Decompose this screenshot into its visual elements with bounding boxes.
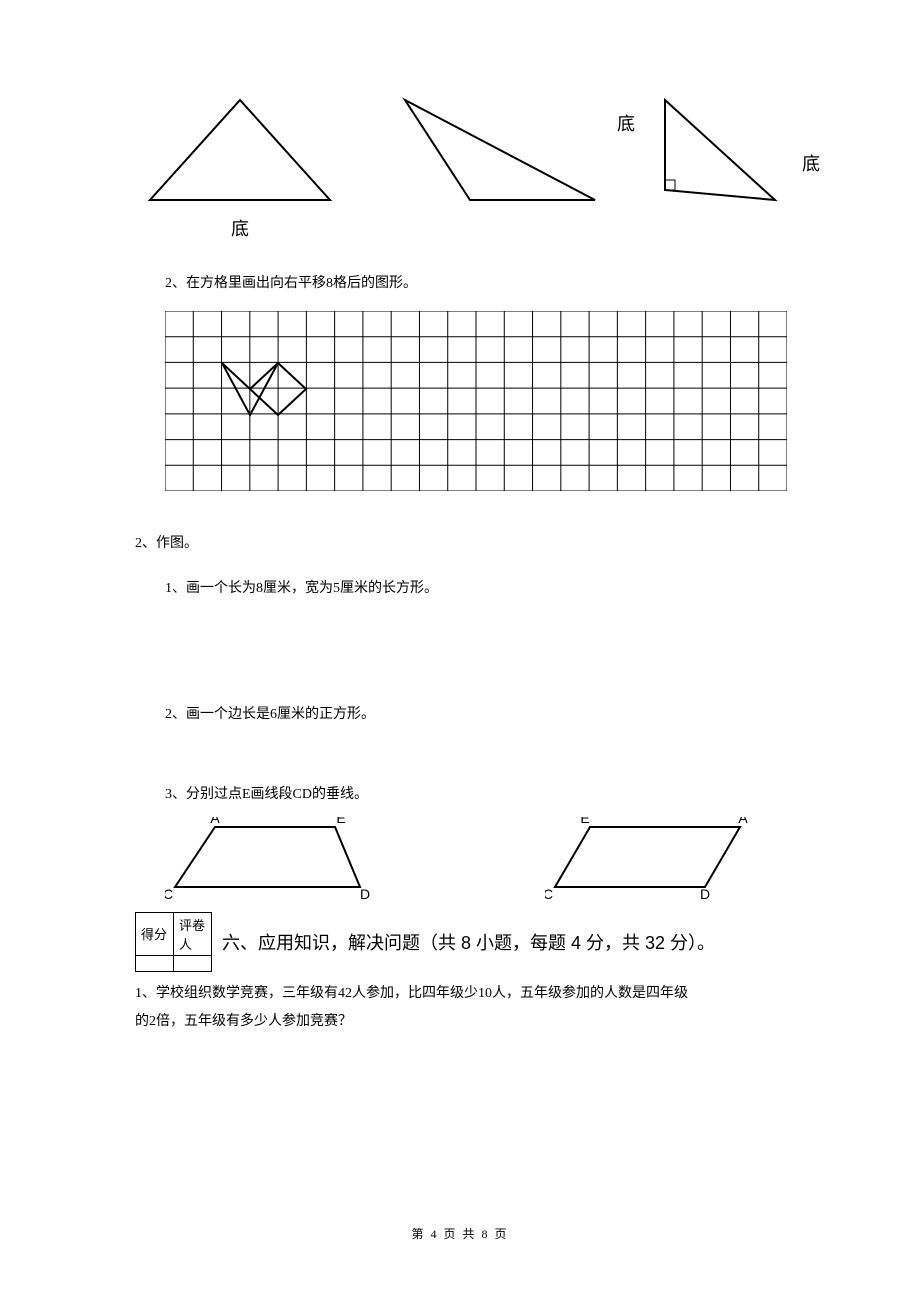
translate-question: 2、在方格里画出向右平移8格后的图形。: [165, 271, 785, 296]
svg-text:C: C: [545, 886, 553, 902]
triangle-1: [135, 90, 345, 210]
application-q1-line2: 的2倍，五年级有多少人参加竞赛？: [135, 1008, 785, 1036]
q-perpendicular: 3、分别过点E画线段CD的垂线。: [165, 782, 785, 807]
section-6-title: 六、应用知识，解决问题（共 8 小题，每题 4 分，共 32 分）。: [222, 929, 715, 955]
svg-text:D: D: [360, 886, 370, 902]
gap-2: [135, 727, 785, 782]
parallelograms-row: A E C D E A C D: [165, 817, 755, 902]
score-cell: [136, 955, 174, 971]
svg-text:A: A: [210, 817, 220, 826]
score-table: 得分 评卷人: [135, 912, 212, 972]
triangle-2-label: 底: [617, 110, 635, 136]
section-2-heading: 2、作图。: [135, 531, 785, 556]
q-square: 2、画一个边长是6厘米的正方形。: [165, 702, 785, 727]
svg-text:E: E: [336, 817, 345, 826]
gap-1: [135, 602, 785, 702]
svg-text:E: E: [580, 817, 589, 826]
triangle-1-block: 底: [135, 90, 345, 241]
triangles-row: 底 底 底: [135, 90, 785, 241]
triangle-3: [655, 90, 785, 210]
triangle-1-label: 底: [231, 215, 249, 241]
score-section-row: 得分 评卷人 六、应用知识，解决问题（共 8 小题，每题 4 分，共 32 分）…: [135, 912, 785, 972]
grader-cell: [174, 955, 212, 971]
page-content: 底 底 底 2、在方格里画出向右平移8格后的图形。 2、作图。 1、画一个长为8…: [0, 0, 920, 1036]
svg-text:D: D: [700, 886, 710, 902]
grid-container: [165, 311, 785, 496]
parallelogram-1: A E C D: [165, 817, 375, 902]
q-rectangle: 1、画一个长为8厘米，宽为5厘米的长方形。: [165, 576, 785, 601]
parallelogram-2: E A C D: [545, 817, 755, 902]
score-label: 得分: [136, 912, 174, 955]
triangle-2: [395, 90, 605, 210]
grid-svg: [165, 311, 787, 491]
triangle-2-block: 底: [395, 90, 605, 210]
svg-text:C: C: [165, 886, 173, 902]
grader-label: 评卷人: [174, 912, 212, 955]
triangle-3-label: 底: [802, 150, 820, 176]
triangle-3-block: 底: [655, 90, 785, 210]
application-q1-line1: 1、学校组织数学竞赛，三年级有42人参加，比四年级少10人，五年级参加的人数是四…: [135, 980, 785, 1008]
svg-text:A: A: [738, 817, 748, 826]
page-footer: 第 4 页 共 8 页: [0, 1225, 920, 1242]
